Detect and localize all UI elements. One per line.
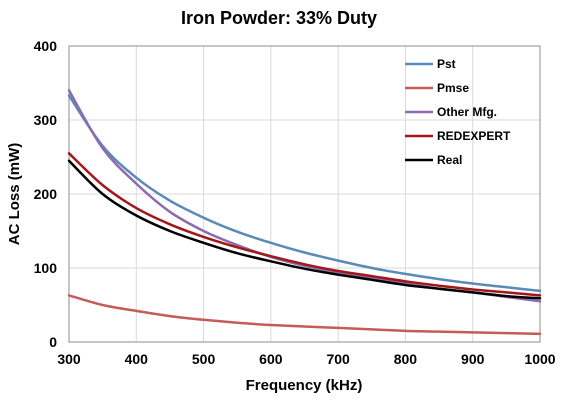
series-line-redexpert xyxy=(67,152,542,297)
y-tick-label: 0 xyxy=(49,334,57,350)
x-tick-label: 1000 xyxy=(524,351,555,367)
legend-label-pst: Pst xyxy=(437,57,456,71)
x-tick-label: 600 xyxy=(259,351,283,367)
chart-title: Iron Powder: 33% Duty xyxy=(181,8,377,28)
y-axis-title: AC Loss (mW) xyxy=(6,143,23,246)
y-tick-label: 300 xyxy=(34,112,58,128)
series-lines xyxy=(67,89,542,336)
series-line-real xyxy=(67,159,542,300)
plot-area-border xyxy=(68,45,541,343)
x-tick-label: 500 xyxy=(192,351,216,367)
y-tick-label: 100 xyxy=(34,260,58,276)
series-line-pst xyxy=(67,94,542,293)
x-tick-label: 300 xyxy=(57,351,81,367)
x-tick-label: 700 xyxy=(326,351,350,367)
y-tick-label: 400 xyxy=(34,38,58,54)
legend-label-pmse: Pmse xyxy=(437,81,469,95)
y-tick-label: 200 xyxy=(34,186,58,202)
x-tick-label: 800 xyxy=(394,351,418,367)
legend-label-redexpert: REDEXPERT xyxy=(437,129,511,143)
series-line-pmse xyxy=(67,294,542,336)
x-tick-label: 900 xyxy=(461,351,485,367)
tick-labels: 300 400 500 600 700 800 900 1000 0 100 200 300 400 xyxy=(34,38,556,367)
x-tick-label: 400 xyxy=(125,351,149,367)
x-axis-title: Frequency (kHz) xyxy=(246,377,363,394)
legend-label-other-mfg: Other Mfg. xyxy=(437,105,497,119)
legend: Pst Pmse Other Mfg. REDEXPERT Real xyxy=(405,57,511,167)
legend-label-real: Real xyxy=(437,153,462,167)
